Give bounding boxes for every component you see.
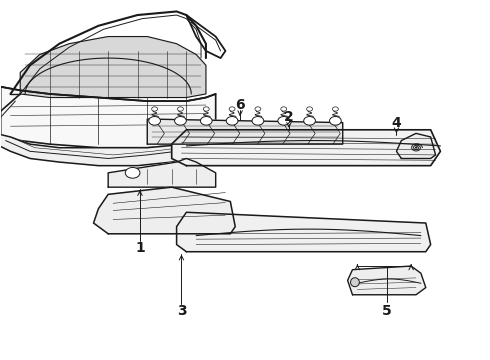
Circle shape: [177, 107, 183, 111]
Polygon shape: [20, 37, 206, 98]
Circle shape: [125, 167, 140, 178]
Text: 5: 5: [382, 304, 392, 318]
Polygon shape: [94, 187, 235, 234]
Circle shape: [307, 107, 313, 111]
Polygon shape: [176, 212, 431, 252]
Text: 3: 3: [177, 304, 186, 318]
Polygon shape: [347, 266, 426, 295]
Circle shape: [174, 117, 186, 125]
Circle shape: [229, 107, 235, 111]
Polygon shape: [172, 130, 441, 166]
Circle shape: [304, 117, 316, 125]
Text: 4: 4: [392, 116, 401, 130]
Circle shape: [152, 107, 158, 111]
Circle shape: [255, 107, 261, 111]
Circle shape: [149, 117, 160, 125]
Text: 1: 1: [135, 241, 145, 255]
Ellipse shape: [350, 278, 359, 287]
Polygon shape: [108, 158, 216, 187]
Text: 6: 6: [235, 98, 245, 112]
Circle shape: [203, 107, 209, 111]
Circle shape: [332, 107, 338, 111]
Circle shape: [278, 117, 290, 125]
Text: 2: 2: [284, 110, 294, 124]
Circle shape: [281, 107, 287, 111]
Circle shape: [252, 117, 264, 125]
Polygon shape: [0, 87, 216, 148]
Circle shape: [330, 117, 341, 125]
Circle shape: [200, 117, 212, 125]
Polygon shape: [396, 134, 436, 158]
Circle shape: [226, 117, 238, 125]
Polygon shape: [0, 134, 206, 166]
Polygon shape: [147, 119, 343, 144]
